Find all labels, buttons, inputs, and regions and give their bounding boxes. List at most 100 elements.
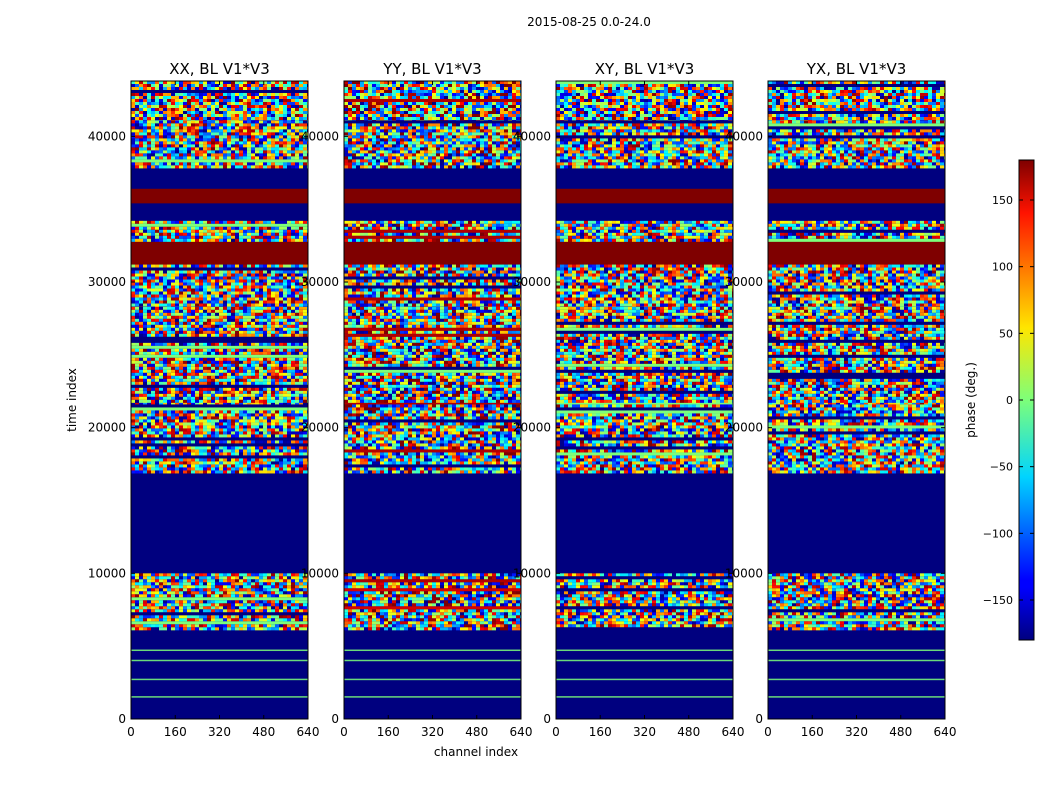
heatmap-cell: [251, 576, 255, 580]
heatmap-cell: [203, 126, 207, 130]
heatmap-cell: [275, 393, 279, 397]
heatmap-cell: [183, 315, 187, 319]
heatmap-cell: [279, 315, 283, 319]
heatmap-cell: [199, 606, 203, 610]
heatmap-cell: [175, 378, 179, 382]
heatmap-cell: [163, 360, 167, 364]
heatmap-cell: [267, 129, 271, 133]
heatmap-cell: [163, 609, 167, 613]
heatmap-cell: [191, 220, 195, 224]
heatmap-cell: [231, 461, 235, 465]
heatmap-cell: [259, 393, 263, 397]
heatmap-cell: [235, 342, 239, 346]
heatmap-cell: [287, 585, 291, 589]
heatmap-cell: [255, 282, 259, 286]
heatmap-cell: [219, 123, 223, 127]
heatmap-cell: [235, 600, 239, 604]
heatmap-cell: [223, 220, 227, 224]
heatmap-cell: [235, 591, 239, 595]
heatmap-cell: [239, 111, 243, 114]
heatmap-cell: [283, 135, 287, 139]
heatmap-cell: [207, 375, 211, 379]
heatmap-cell: [255, 351, 259, 355]
heatmap-cell: [295, 573, 299, 577]
heatmap-cell: [259, 348, 263, 352]
heatmap-cell: [287, 428, 291, 432]
heatmap-cell: [239, 585, 243, 589]
heatmap-cell: [251, 413, 255, 417]
heatmap-cell: [175, 594, 179, 598]
heatmap-cell: [139, 229, 143, 233]
heatmap-cell: [275, 102, 279, 105]
heatmap-cell: [235, 401, 239, 405]
heatmap-cell: [255, 381, 259, 385]
heatmap-cell: [207, 413, 211, 417]
heatmap-cell: [255, 588, 259, 592]
heatmap-cell: [219, 351, 223, 355]
heatmap-cell: [287, 390, 291, 394]
heatmap-cell: [259, 105, 263, 108]
heatmap-cell: [131, 93, 135, 96]
heatmap-cell: [163, 410, 167, 414]
heatmap-cell: [231, 591, 235, 595]
heatmap-cell: [247, 138, 251, 142]
heatmap-cell: [291, 150, 295, 154]
heatmap-cell: [139, 470, 143, 474]
heatmap-cell: [299, 351, 303, 355]
heatmap-cell: [227, 591, 231, 595]
heatmap-cell: [155, 579, 159, 583]
heatmap-cell: [187, 425, 191, 429]
heatmap-cell: [207, 87, 211, 90]
heatmap-cell: [131, 464, 135, 468]
heatmap-cell: [287, 431, 291, 435]
heatmap-cell: [147, 105, 151, 108]
heatmap-cell: [175, 588, 179, 592]
heatmap-cell: [227, 87, 231, 90]
heatmap-cell: [215, 303, 219, 307]
heatmap-cell: [259, 467, 263, 471]
heatmap-cell: [179, 410, 183, 414]
heatmap-cell: [231, 129, 235, 133]
heatmap-cell: [171, 141, 175, 145]
heatmap-cell: [299, 594, 303, 598]
heatmap-cell: [275, 431, 279, 435]
heatmap-cell: [219, 165, 223, 169]
heatmap-cell: [147, 114, 151, 117]
heatmap-cell: [279, 333, 283, 337]
heatmap-cell: [227, 156, 231, 160]
heatmap-cell: [183, 312, 187, 316]
heatmap-cell: [295, 428, 299, 432]
heatmap-cell: [183, 393, 187, 397]
heatmap-cell: [283, 132, 287, 136]
heatmap-cell: [259, 141, 263, 145]
heatmap-cell: [267, 360, 271, 364]
heatmap-cell: [199, 105, 203, 108]
heatmap-cell: [279, 603, 283, 607]
heatmap-cell: [259, 226, 263, 230]
heatmap-cell: [187, 366, 191, 370]
heatmap-cell: [235, 363, 239, 367]
heatmap-cell: [131, 144, 135, 148]
heatmap-cell: [275, 96, 279, 99]
heatmap-cell: [131, 141, 135, 145]
heatmap-cell: [259, 600, 263, 604]
heatmap-cell: [143, 609, 147, 613]
heatmap-cell: [163, 264, 167, 268]
heatmap-cell: [219, 425, 223, 429]
heatmap-cell: [219, 102, 223, 105]
heatmap-cell: [171, 309, 175, 313]
heatmap-cell: [223, 618, 227, 622]
heatmap-cell: [235, 419, 239, 423]
heatmap-cell: [159, 324, 163, 328]
heatmap-cell: [187, 294, 191, 298]
heatmap-cell: [135, 220, 139, 224]
heatmap-cell: [163, 573, 167, 577]
heatmap-cell: [287, 126, 291, 130]
heatmap-cell: [195, 381, 199, 385]
heatmap-cell: [303, 410, 307, 414]
heatmap-cell: [163, 291, 167, 295]
heatmap-cell: [291, 360, 295, 364]
heatmap-cell: [263, 582, 267, 586]
heatmap-cell: [283, 396, 287, 400]
heatmap-cell: [247, 585, 251, 589]
